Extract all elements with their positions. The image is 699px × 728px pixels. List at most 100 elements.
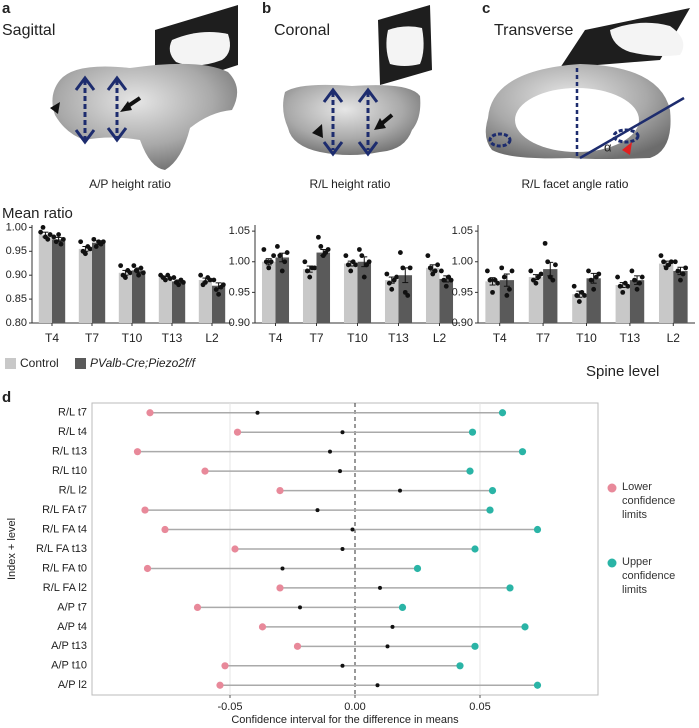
data-point: [400, 265, 406, 271]
mean-point: [340, 547, 345, 551]
data-point: [266, 265, 272, 271]
legend-swatch: [75, 358, 86, 369]
y-tick-label: 0.90: [452, 317, 473, 329]
limit-point: [413, 564, 422, 573]
data-point: [220, 282, 226, 288]
data-point: [78, 239, 84, 245]
bar: [572, 294, 587, 323]
data-point: [637, 280, 643, 286]
bar: [398, 275, 413, 323]
data-point: [487, 277, 493, 283]
bar: [528, 277, 544, 323]
x-tick-label: T4: [493, 331, 507, 345]
mean-point: [350, 527, 355, 532]
x-tick-label: T4: [268, 331, 282, 345]
mean-point: [298, 605, 302, 610]
bar: [586, 278, 601, 323]
limit-point: [161, 525, 169, 534]
image-caption: R/L facet angle ratio: [522, 177, 629, 191]
data-point: [683, 265, 689, 271]
y-tick-label: 1.00: [452, 256, 473, 268]
limit-point: [468, 428, 477, 436]
y-tick-label: R/L FA t4: [42, 523, 87, 535]
data-point: [345, 262, 351, 268]
data-point: [359, 253, 365, 259]
data-point: [127, 270, 133, 276]
data-point: [284, 250, 290, 255]
data-point: [596, 271, 602, 277]
data-point: [167, 276, 173, 281]
limit-point: [486, 506, 494, 514]
data-point: [45, 236, 51, 242]
data-point: [271, 253, 277, 259]
data-point: [361, 274, 367, 280]
y-tick-label: R/L l2: [59, 485, 87, 497]
bar: [132, 270, 146, 323]
limit-point: [141, 506, 149, 514]
data-point: [501, 274, 507, 280]
legend-label: Lower confidence limits: [622, 481, 676, 521]
data-point: [118, 263, 124, 269]
bar: [158, 277, 172, 323]
x-tick-label: T13: [162, 331, 183, 345]
mean-point: [378, 585, 382, 590]
mean-point: [390, 624, 395, 629]
y-tick-label: R/L FA l2: [43, 582, 87, 594]
limit-point: [258, 623, 267, 631]
y-tick-label: A/P t13: [51, 640, 87, 652]
data-point: [315, 234, 321, 240]
data-point: [591, 286, 597, 292]
data-point: [163, 277, 168, 283]
y-axis-title: Mean ratio: [2, 205, 73, 222]
y-tick-label: R/L t13: [52, 446, 87, 458]
data-point: [207, 277, 213, 283]
data-point: [171, 275, 177, 280]
limit-point: [221, 662, 229, 670]
bar: [118, 272, 132, 323]
data-point: [263, 259, 269, 265]
y-tick-label: R/L FA t7: [42, 504, 87, 516]
data-point: [571, 283, 577, 289]
y-tick-label: 1.05: [229, 225, 250, 237]
mean-point: [255, 410, 260, 415]
limit-point: [193, 603, 202, 612]
data-point: [550, 277, 556, 283]
view-title: Sagittal: [2, 22, 55, 39]
data-point: [542, 240, 548, 246]
data-point: [216, 291, 222, 297]
data-point: [680, 271, 686, 277]
data-point: [553, 262, 558, 268]
limit-point: [398, 603, 407, 612]
data-point: [58, 241, 64, 247]
data-point: [304, 268, 310, 274]
bar: [52, 239, 66, 323]
data-point: [538, 271, 544, 277]
bar: [343, 263, 358, 323]
data-point: [574, 293, 580, 298]
data-point: [56, 232, 61, 237]
view-title: Coronal: [274, 22, 330, 39]
data-point: [425, 253, 431, 259]
bar: [629, 280, 645, 323]
data-point: [672, 259, 678, 265]
data-point: [499, 265, 505, 271]
data-point: [386, 280, 392, 286]
limit-point: [201, 467, 209, 475]
mean-point: [375, 683, 380, 688]
data-point: [366, 259, 372, 265]
y-tick-label: R/L t7: [58, 407, 87, 419]
bar: [92, 242, 106, 323]
y-tick-label: 1.00: [6, 221, 27, 233]
limit-point: [521, 623, 529, 631]
bar: [261, 261, 276, 323]
limit-point: [133, 448, 142, 456]
bar: [425, 267, 440, 323]
data-point: [407, 265, 413, 271]
limit-point: [488, 487, 497, 495]
data-point: [53, 239, 59, 245]
x-tick-label: T7: [309, 331, 323, 345]
limit-point: [231, 545, 239, 553]
bar: [384, 280, 399, 323]
legend-label: PValb-Cre;Piezo2f/f: [90, 356, 197, 370]
